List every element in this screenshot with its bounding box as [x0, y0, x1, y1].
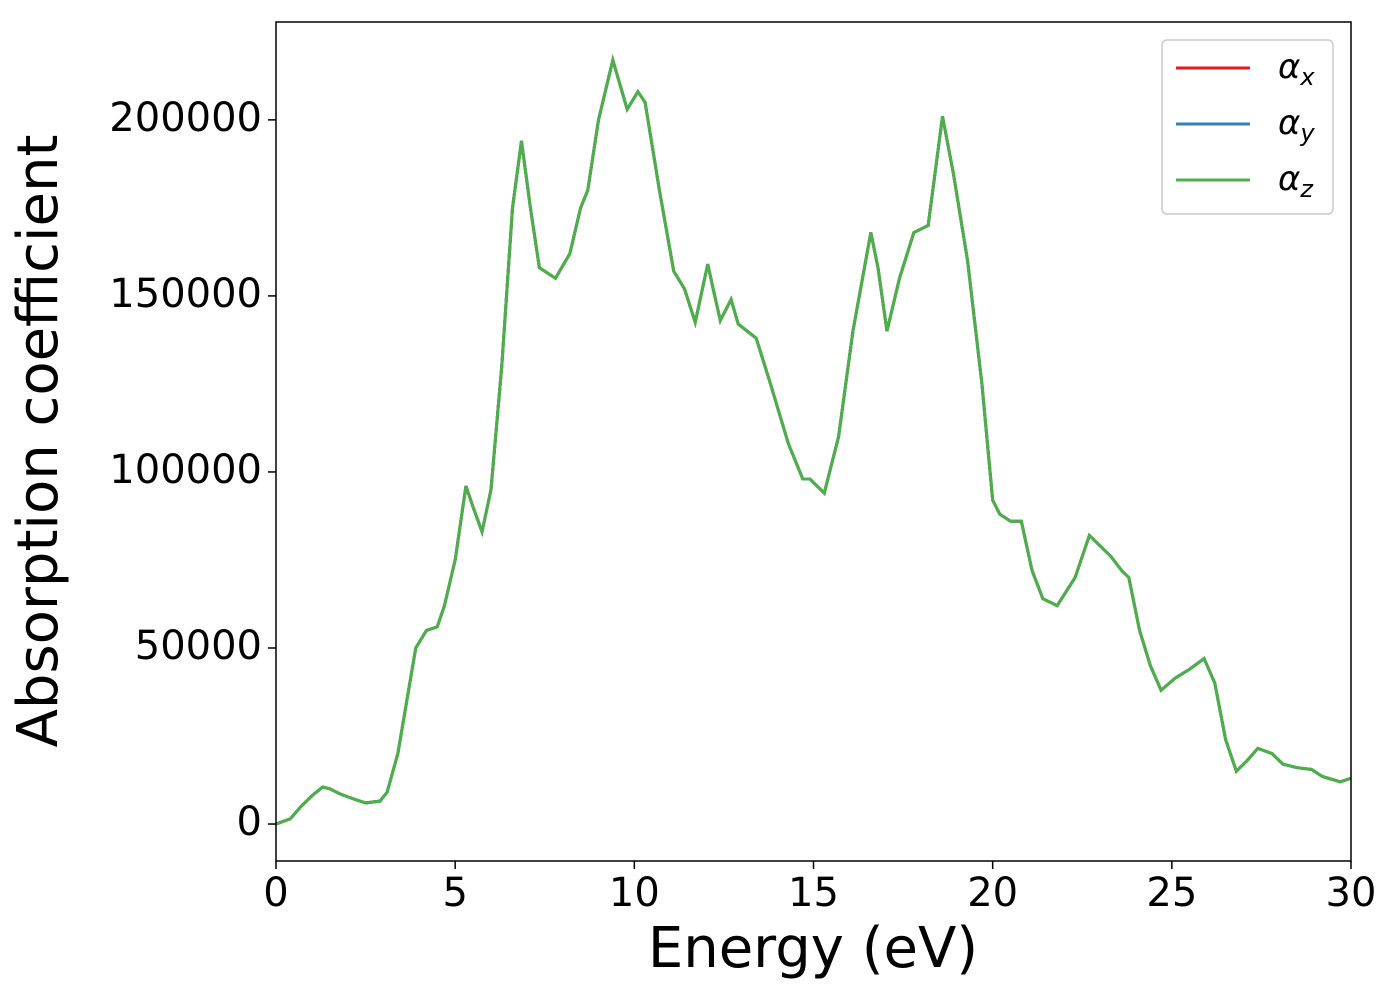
x-axis-label: Energy (eV) — [648, 916, 978, 981]
x-tick-label: 10 — [609, 870, 660, 916]
x-tick-label: 0 — [263, 870, 288, 916]
y-axis-label: Absorption coefficient — [6, 135, 71, 748]
legend-label: αy — [1278, 103, 1315, 148]
data-line — [275, 54, 1352, 826]
y-tick-label: 100000 — [109, 447, 262, 493]
legend-label: αx — [1278, 47, 1315, 92]
y-tick-label: 150000 — [109, 271, 262, 317]
legend-label: αz — [1278, 159, 1314, 204]
y-tick-label: 200000 — [109, 95, 262, 141]
x-tick-label: 20 — [967, 870, 1018, 916]
x-tick-label: 15 — [788, 870, 839, 916]
y-tick-label: 0 — [237, 799, 262, 845]
y-tick-label: 50000 — [135, 623, 262, 669]
x-tick-label: 5 — [442, 870, 467, 916]
plot-frame — [275, 21, 1352, 862]
legend-box — [1161, 39, 1334, 215]
x-tick-label: 30 — [1326, 870, 1377, 916]
x-tick-label: 25 — [1146, 870, 1197, 916]
